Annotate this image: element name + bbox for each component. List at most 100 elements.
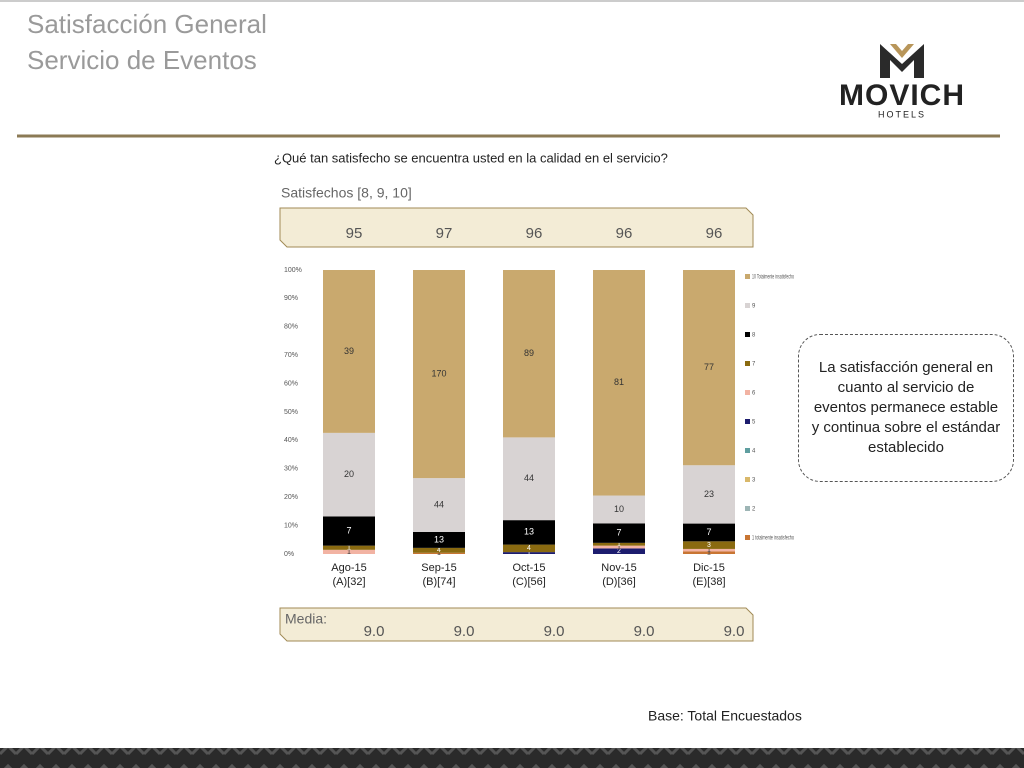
media-box <box>279 607 754 642</box>
legend-swatch <box>745 506 750 511</box>
legend-swatch <box>745 303 750 308</box>
bar-segment <box>503 270 555 438</box>
bar-segment <box>323 545 375 550</box>
y-tick-label: 30% <box>284 466 298 473</box>
bar-segment <box>683 270 735 466</box>
bar-segment <box>323 516 375 546</box>
data-label: 1 <box>707 547 711 554</box>
y-tick-label: 90% <box>284 295 298 302</box>
legend-label: 10 Totalmente insatisfecho <box>752 275 794 281</box>
bar-segment <box>593 495 645 524</box>
bar-segment <box>593 548 645 554</box>
y-tick-label: 50% <box>284 409 298 416</box>
bar-segment <box>413 478 465 532</box>
bar-segment <box>593 542 645 546</box>
satisfied-value: 96 <box>616 225 633 242</box>
x-tick-label: Oct-15 <box>512 562 545 574</box>
data-label: 3 <box>707 542 711 549</box>
data-label: 1 <box>527 550 531 557</box>
data-label: 1 <box>437 550 441 557</box>
title: Servicio de Eventos <box>27 45 257 75</box>
bar-segment <box>683 541 735 549</box>
data-label: 89 <box>524 348 534 358</box>
data-label: 1 <box>347 549 351 556</box>
legend-swatch <box>745 332 750 337</box>
y-tick-label: 20% <box>284 494 298 501</box>
y-tick-label: 10% <box>284 522 298 529</box>
bar-segment <box>413 270 465 479</box>
data-label: 4 <box>437 547 441 554</box>
data-label: 1 <box>707 550 711 557</box>
legend-label: 3 <box>752 478 756 484</box>
data-label: 4 <box>527 545 531 552</box>
bar-segment <box>593 523 645 543</box>
media-value: 9.0 <box>544 623 565 640</box>
bar-segment <box>683 523 735 542</box>
data-label: 81 <box>614 377 624 387</box>
media-value: 9.0 <box>454 623 475 640</box>
question: ¿Qué tan satisfecho se encuentra usted e… <box>274 150 668 165</box>
base-note: Base: Total Encuestados <box>648 708 802 724</box>
bar-segment <box>413 531 465 548</box>
x-tick-sublabel: (D)[36] <box>602 576 636 588</box>
satisfied-value: 96 <box>706 225 723 242</box>
bar-segment <box>503 552 555 554</box>
media-value: 9.0 <box>634 623 655 640</box>
satisfied-box <box>279 207 754 248</box>
data-label: 1 <box>617 541 621 548</box>
x-tick-sublabel: (B)[74] <box>422 576 455 588</box>
data-label: 2 <box>617 548 621 555</box>
footer-strip <box>0 748 1024 768</box>
satisfied-value: 96 <box>526 225 543 242</box>
bar-segment <box>683 465 735 524</box>
y-tick-label: 60% <box>284 380 298 387</box>
data-label: 7 <box>706 527 711 537</box>
y-tick-label: 40% <box>284 437 298 444</box>
bar-segment <box>503 544 555 553</box>
x-tick-sublabel: (C)[56] <box>512 576 546 588</box>
x-tick-label: Nov-15 <box>601 562 636 574</box>
y-tick-label: 0% <box>284 551 294 558</box>
legend-swatch <box>745 477 750 482</box>
satisfied-label: Satisfechos [8, 9, 10] <box>281 185 412 201</box>
data-label: 23 <box>704 489 714 499</box>
x-tick-label: Sep-15 <box>421 562 456 574</box>
data-label: 1 <box>347 545 351 552</box>
bar-segment <box>323 432 375 517</box>
legend-label: 7 <box>752 362 756 368</box>
legend-label: 9 <box>752 304 756 310</box>
legend-label: 1 totalmente insatisfecho <box>752 536 794 542</box>
x-tick-sublabel: (E)[38] <box>692 576 725 588</box>
data-label: 20 <box>344 469 354 479</box>
data-label: 44 <box>434 499 444 509</box>
data-label: 170 <box>431 368 446 378</box>
bar-segment <box>413 547 465 553</box>
bar-segment <box>413 552 465 554</box>
logo-text: MOVICH <box>839 79 965 112</box>
logo-sub: HOTELS <box>878 109 926 119</box>
legend-swatch <box>745 535 750 540</box>
data-label: 39 <box>344 346 354 356</box>
bar-segment <box>503 520 555 545</box>
x-tick-sublabel: (A)[32] <box>332 576 365 588</box>
legend-swatch <box>745 448 750 453</box>
data-label: 13 <box>524 527 534 537</box>
data-label: 77 <box>704 362 714 372</box>
legend-label: 5 <box>752 420 756 426</box>
bar-segment <box>323 549 375 554</box>
satisfied-value: 97 <box>436 225 453 242</box>
x-tick-label: Dic-15 <box>693 562 725 574</box>
data-label: 10 <box>614 504 624 514</box>
media-label: Media: <box>285 611 327 627</box>
media-value: 9.0 <box>364 623 385 640</box>
bar-segment <box>683 551 735 554</box>
legend-swatch <box>745 361 750 366</box>
title: Satisfacción General <box>27 9 267 39</box>
logo-mark <box>890 44 914 58</box>
bar-segment <box>323 270 375 433</box>
bar-segment <box>593 270 645 496</box>
y-tick-label: 70% <box>284 352 298 359</box>
media-value: 9.0 <box>724 623 745 640</box>
legend-swatch <box>745 419 750 424</box>
data-label: 13 <box>434 534 444 544</box>
